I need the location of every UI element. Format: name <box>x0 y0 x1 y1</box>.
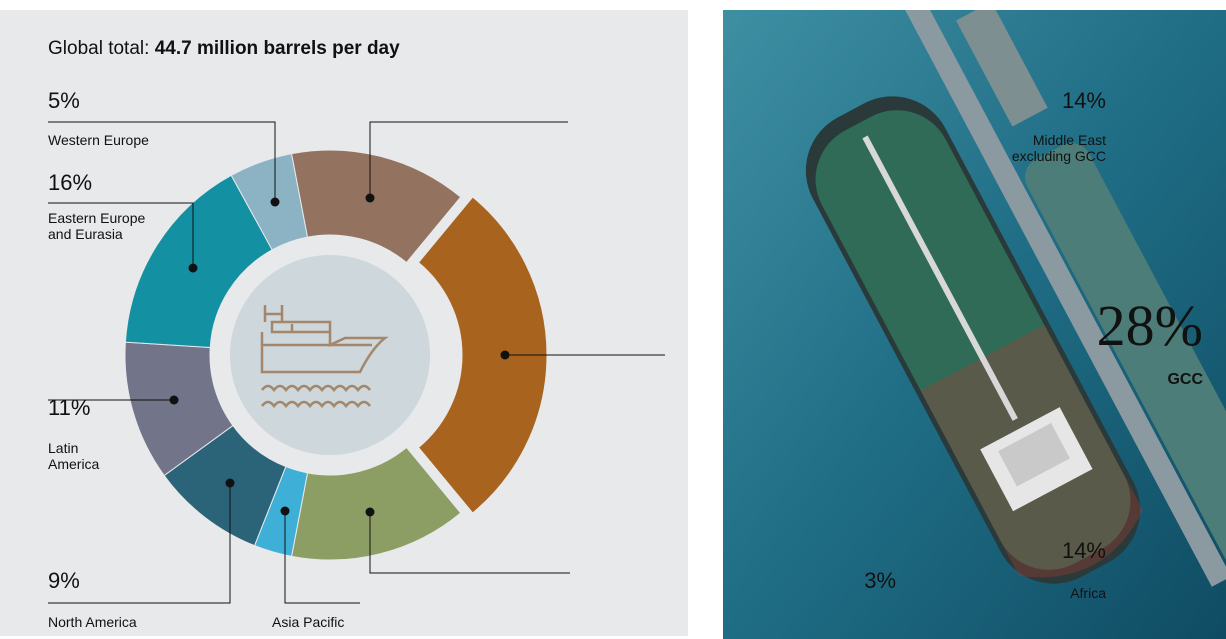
value-label: 28% <box>1096 293 1203 358</box>
value-label: 5% <box>48 88 80 113</box>
leader-lines <box>48 121 665 604</box>
leader-dot <box>188 263 198 273</box>
ship-icon <box>260 305 389 409</box>
category-label: Latin America <box>48 440 100 472</box>
leader-dot <box>225 478 235 488</box>
donut-segment <box>417 196 548 514</box>
value-label: 14% <box>1061 88 1106 113</box>
value-label: 14% <box>1061 538 1106 563</box>
donut-chart <box>48 121 665 604</box>
leader-line <box>369 121 568 198</box>
leader-line <box>369 512 570 574</box>
leader-dot <box>270 197 280 207</box>
category-label: Eastern Europe and Eurasia <box>48 210 146 242</box>
chart-title: Global total: 44.7 million barrels per d… <box>48 38 400 60</box>
value-label: 16% <box>48 170 93 195</box>
leader-line <box>48 121 276 202</box>
value-label: 9% <box>48 568 80 593</box>
leader-dot <box>169 395 179 405</box>
category-label: GCC <box>1167 371 1203 388</box>
category-label: Africa <box>1070 585 1106 601</box>
leader-line <box>284 511 360 604</box>
leader-dot <box>280 506 290 516</box>
segments <box>124 149 548 561</box>
value-label: 11% <box>48 395 91 420</box>
center-disc <box>230 255 430 455</box>
leader-dot <box>365 507 375 517</box>
leader-line <box>48 483 231 604</box>
category-label: Asia Pacific <box>272 614 345 630</box>
category-label: Middle East excluding GCC <box>1011 132 1106 164</box>
leader-line <box>48 202 194 268</box>
tanker-photo <box>723 10 1226 639</box>
leader-dot <box>500 350 510 360</box>
category-label: North America <box>48 614 137 630</box>
donut-segment <box>291 149 462 264</box>
category-label: Western Europe <box>48 132 149 148</box>
leader-dot <box>365 193 375 203</box>
title-value: 44.7 million barrels per day <box>154 38 400 59</box>
title-label: Global total: <box>48 38 150 59</box>
value-label: 3% <box>864 568 896 593</box>
